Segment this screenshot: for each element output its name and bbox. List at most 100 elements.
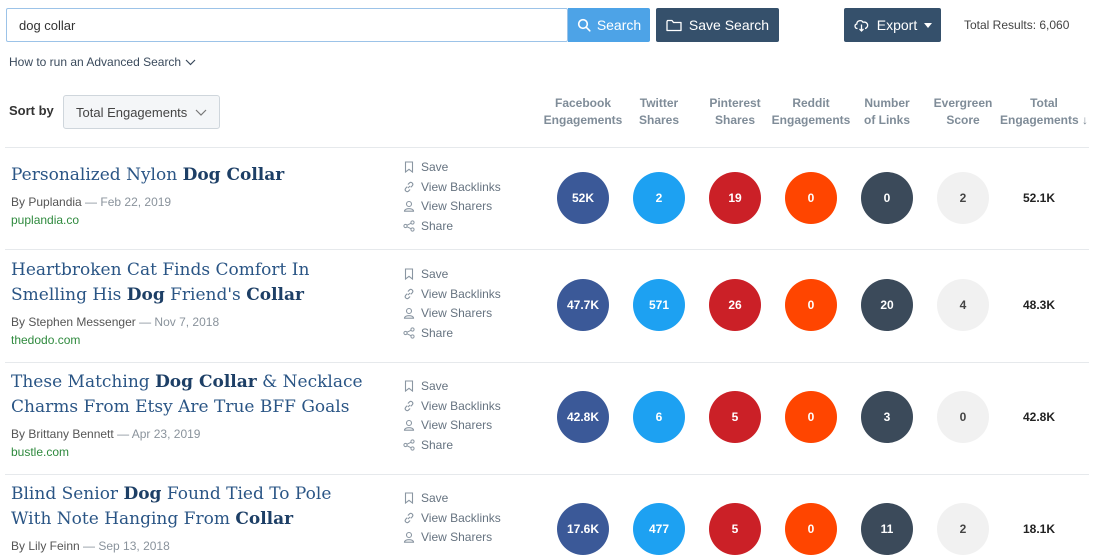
column-header-line: Engagements [543,113,623,127]
publish-date: — Sep 13, 2018 [79,539,170,553]
save-action[interactable]: Save [403,157,501,177]
view-sharers-action[interactable]: View Sharers [403,527,501,547]
byline: By Lily Feinn — Sep 13, 2018 [11,539,170,553]
total-engagements: 18.1K [1022,522,1056,536]
total-engagements: 52.1K [1022,191,1056,205]
total-engagements: 42.8K [1022,410,1056,424]
twitter-shares: 2 [633,172,685,224]
reddit-engagements: 0 [785,391,837,443]
link-icon [404,512,414,523]
pinterest-shares: 19 [709,172,761,224]
byline: By Stephen Messenger — Nov 7, 2018 [11,315,219,329]
column-header-facebook[interactable]: Facebook Engagements [543,95,623,129]
view-backlinks-action[interactable]: View Backlinks [403,508,501,528]
search-button-label: Search [596,17,642,33]
author: By Lily Feinn [11,539,80,553]
save-action[interactable]: Save [403,376,501,396]
share-icon [403,439,415,451]
share-action[interactable]: Share [403,216,501,236]
view-backlinks-action[interactable]: View Backlinks [403,177,501,197]
column-header-pinterest[interactable]: Pinterest Shares [695,95,775,129]
action-label: View Backlinks [421,398,501,413]
column-header-links[interactable]: Number of Links [847,95,927,129]
export-button[interactable]: Export [844,8,941,42]
column-header-evergreen[interactable]: Evergreen Score [923,95,1003,129]
reddit-engagements: 0 [785,279,837,331]
result-actions: Save View Backlinks View Sharers [403,488,501,547]
action-label: View Sharers [421,199,493,214]
column-header-line: Total [1030,96,1058,110]
view-backlinks-action[interactable]: View Backlinks [403,396,501,416]
share-icon [403,327,415,339]
action-label: Share [421,325,454,340]
save-search-label: Save Search [688,17,770,33]
author: By Stephen Messenger [11,315,136,329]
link-icon [404,288,414,299]
publish-date: — Apr 23, 2019 [113,427,201,441]
column-header-line: Evergreen [933,96,993,110]
title-part: Personalized Nylon [11,165,183,185]
action-label: Save [421,490,449,505]
save-action[interactable]: Save [403,264,501,284]
view-backlinks-action[interactable]: View Backlinks [403,284,501,304]
facebook-engagements: 42.8K [557,391,609,443]
action-label: Save [421,159,449,174]
reddit-engagements: 0 [785,503,837,555]
save-search-button[interactable]: Save Search [656,8,779,42]
cloud-download-icon [854,20,869,32]
share-icon [403,220,415,232]
result-title[interactable]: Heartbroken Cat Finds Comfort In Smellin… [11,258,371,308]
author: By Brittany Bennett [11,427,114,441]
column-header-line: Engagements [771,113,851,127]
column-header-line: Twitter [639,96,679,110]
author: By Puplandia [11,195,82,209]
column-header-line: Facebook [554,96,611,110]
total-results: Total Results: 6,060 [964,18,1070,32]
search-button[interactable]: Search [568,8,650,42]
title-keyword: Dog Collar [155,372,257,392]
sort-dropdown[interactable]: Total Engagements [63,95,220,129]
number-of-links: 11 [861,503,913,555]
column-header-line: Shares [638,113,680,127]
advanced-search-link[interactable]: How to run an Advanced Search [9,55,196,69]
facebook-engagements: 47.7K [557,279,609,331]
user-icon [403,420,415,431]
search-input[interactable] [6,8,568,42]
action-label: View Backlinks [421,510,501,525]
byline: By Puplandia — Feb 22, 2019 [11,195,171,209]
action-label: View Backlinks [421,179,501,194]
view-sharers-action[interactable]: View Sharers [403,303,501,323]
column-header-line: Score [946,113,980,127]
column-header-line: Pinterest [709,96,761,110]
share-action[interactable]: Share [403,435,501,455]
title-part: Friend's [164,285,247,305]
bookmark-icon [404,268,414,280]
user-icon [403,308,415,319]
view-sharers-action[interactable]: View Sharers [403,415,501,435]
view-sharers-action[interactable]: View Sharers [403,196,501,216]
result-title[interactable]: Personalized Nylon Dog Collar [11,163,371,188]
column-header-reddit[interactable]: Reddit Engagements [771,95,851,129]
user-icon [403,201,415,212]
column-header-line: of Links [863,113,910,127]
caret-down-icon [924,22,933,28]
domain-link[interactable]: puplandia.co [11,213,80,227]
title-part: Found Tied To Pole With Note Hanging Fro… [11,484,332,529]
twitter-shares: 571 [633,279,685,331]
facebook-engagements: 52K [557,172,609,224]
domain-link[interactable]: bustle.com [11,445,70,459]
column-header-total[interactable]: Total Engagements ↓ [998,95,1090,129]
number-of-links: 3 [861,391,913,443]
row-divider [5,362,1089,363]
pinterest-shares: 5 [709,391,761,443]
column-header-twitter[interactable]: Twitter Shares [619,95,699,129]
search-icon [577,18,591,32]
publish-date: — Nov 7, 2018 [135,315,220,329]
action-label: View Sharers [421,418,493,433]
result-title[interactable]: Blind Senior Dog Found Tied To Pole With… [11,482,371,532]
share-action[interactable]: Share [403,323,501,343]
save-action[interactable]: Save [403,488,501,508]
action-label: Share [421,437,454,452]
domain-link[interactable]: thedodo.com [11,333,81,347]
result-title[interactable]: These Matching Dog Collar & Necklace Cha… [11,370,371,420]
